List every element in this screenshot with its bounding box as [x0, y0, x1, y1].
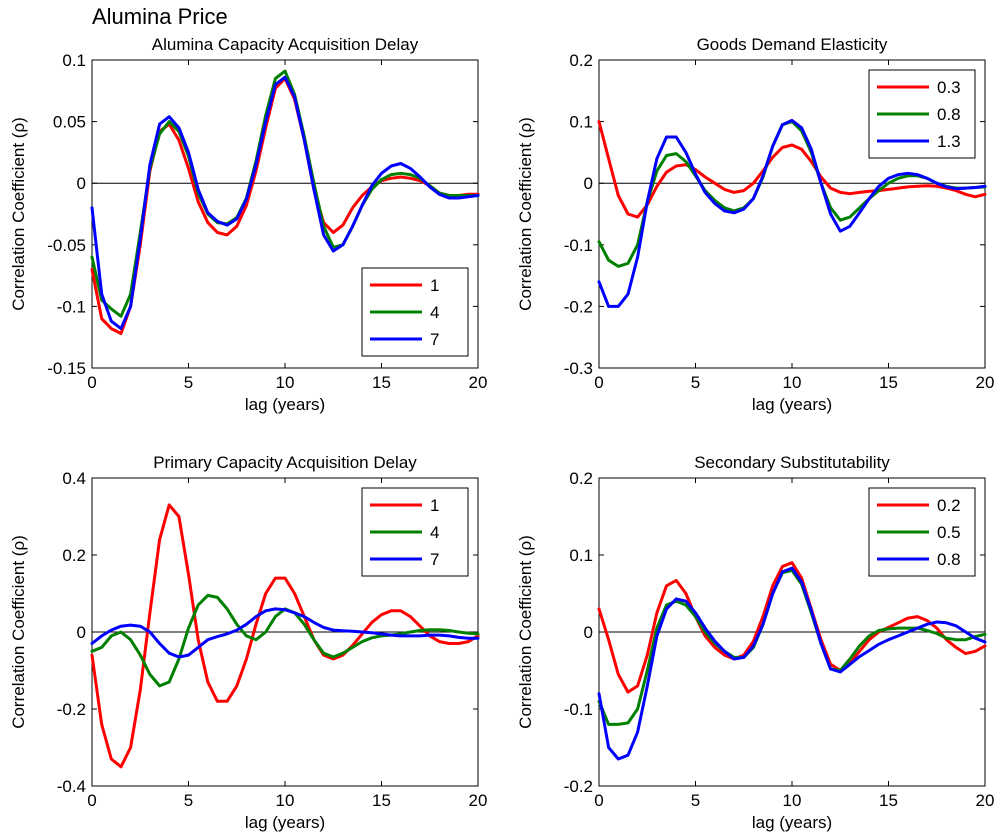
- subplot-title: Secondary Substitutability: [694, 453, 890, 472]
- y-tick-label: -0.2: [564, 777, 593, 796]
- x-tick-label: 0: [594, 373, 603, 392]
- y-tick-label: -0.4: [57, 777, 86, 796]
- x-axis-label: lag (years): [245, 395, 325, 414]
- y-tick-label: -0.2: [57, 700, 86, 719]
- subplot-3: 0 5 10 15 20 -0.4 -0.2 0 0.2 0.4 Primary Capacity …: [9, 453, 487, 832]
- x-axis-label: lag (years): [752, 813, 832, 832]
- y-axis-label: Correlation Coefficient (ρ): [516, 117, 535, 311]
- x-tick-label: 20: [469, 373, 488, 392]
- legend: 1 4 7: [361, 487, 469, 577]
- series-line-7: [90, 607, 480, 659]
- x-tick-label: 10: [276, 373, 295, 392]
- legend-label: 1.3: [937, 132, 961, 151]
- legend-label: 7: [430, 550, 439, 569]
- x-tick-label: 0: [87, 791, 96, 810]
- x-tick-label: 15: [372, 373, 391, 392]
- x-tick-label: 20: [976, 373, 995, 392]
- series-line-0.2: [597, 561, 987, 694]
- legend-label: 1: [430, 496, 439, 515]
- y-tick-label: -0.2: [564, 297, 593, 316]
- legend-label: 1: [430, 276, 439, 295]
- y-tick-label: -0.1: [564, 236, 593, 255]
- y-axis-label: Correlation Coefficient (ρ): [9, 117, 28, 311]
- y-tick-label: -0.15: [47, 359, 86, 378]
- series-line-1: [90, 503, 480, 769]
- x-tick-label: 5: [184, 373, 193, 392]
- y-tick-label: 0.1: [62, 51, 86, 70]
- x-tick-label: 10: [783, 373, 802, 392]
- legend-label: 0.5: [937, 523, 961, 542]
- series-line-0.8: [597, 566, 987, 761]
- y-tick-label: 0.1: [569, 546, 593, 565]
- y-tick-label: 0: [584, 174, 593, 193]
- y-tick-label: 0: [77, 174, 86, 193]
- y-tick-label: -0.1: [57, 297, 86, 316]
- legend: 1 4 7: [361, 267, 469, 357]
- legend-label: 0.8: [937, 105, 961, 124]
- subplot-title: Goods Demand Elasticity: [697, 35, 888, 54]
- y-tick-label: -0.3: [564, 359, 593, 378]
- y-tick-label: 0.2: [569, 51, 593, 70]
- y-tick-label: 0.05: [53, 113, 86, 132]
- x-tick-label: 5: [691, 791, 700, 810]
- series-line-0.3: [597, 120, 987, 219]
- legend-label: 4: [430, 523, 439, 542]
- x-tick-label: 20: [469, 791, 488, 810]
- y-tick-label: 0: [77, 623, 86, 642]
- subplot-4: 0 5 10 15 20 -0.2 -0.1 0 0.1 0.2 Secondary Substit…: [516, 453, 994, 832]
- y-tick-label: -0.1: [564, 700, 593, 719]
- legend-label: 0.8: [937, 550, 961, 569]
- x-tick-label: 10: [783, 791, 802, 810]
- figure-title: Alumina Price: [92, 4, 228, 29]
- y-axis-label: Correlation Coefficient (ρ): [9, 535, 28, 729]
- x-axis-label: lag (years): [752, 395, 832, 414]
- x-tick-label: 20: [976, 791, 995, 810]
- subplot-2: 0 5 10 15 20 -0.3 -0.2 -0.1 0 0.1 0.2 Goods Demand …: [516, 35, 994, 414]
- x-tick-label: 5: [184, 791, 193, 810]
- series-line-1.3: [597, 118, 987, 308]
- x-tick-label: 15: [372, 791, 391, 810]
- legend-label: 0.2: [937, 496, 961, 515]
- legend: 0.2 0.5 0.8: [868, 487, 976, 577]
- legend-label: 0.3: [937, 78, 961, 97]
- subplot-title: Primary Capacity Acquisition Delay: [153, 453, 417, 472]
- subplot-1: 0 5 10 15 20 -0.15 -0.1 -0.05 0 0.05 0.1 Alumina Ca…: [9, 35, 487, 414]
- y-tick-label: 0.4: [62, 469, 86, 488]
- legend-label: 4: [430, 303, 439, 322]
- x-tick-label: 0: [594, 791, 603, 810]
- y-tick-label: 0.1: [569, 113, 593, 132]
- y-tick-label: -0.05: [47, 236, 86, 255]
- subplot-title: Alumina Capacity Acquisition Delay: [152, 35, 419, 54]
- x-tick-label: 0: [87, 373, 96, 392]
- series-line-7: [90, 75, 480, 331]
- x-tick-label: 5: [691, 373, 700, 392]
- legend: 0.3 0.8 1.3: [868, 69, 976, 159]
- x-tick-label: 15: [879, 791, 898, 810]
- x-axis-label: lag (years): [245, 813, 325, 832]
- x-tick-label: 15: [879, 373, 898, 392]
- series-line-4: [90, 69, 480, 318]
- y-tick-label: 0: [584, 623, 593, 642]
- legend-label: 7: [430, 330, 439, 349]
- y-tick-label: 0.2: [569, 469, 593, 488]
- y-tick-label: 0.2: [62, 546, 86, 565]
- y-axis-label: Correlation Coefficient (ρ): [516, 535, 535, 729]
- x-tick-label: 10: [276, 791, 295, 810]
